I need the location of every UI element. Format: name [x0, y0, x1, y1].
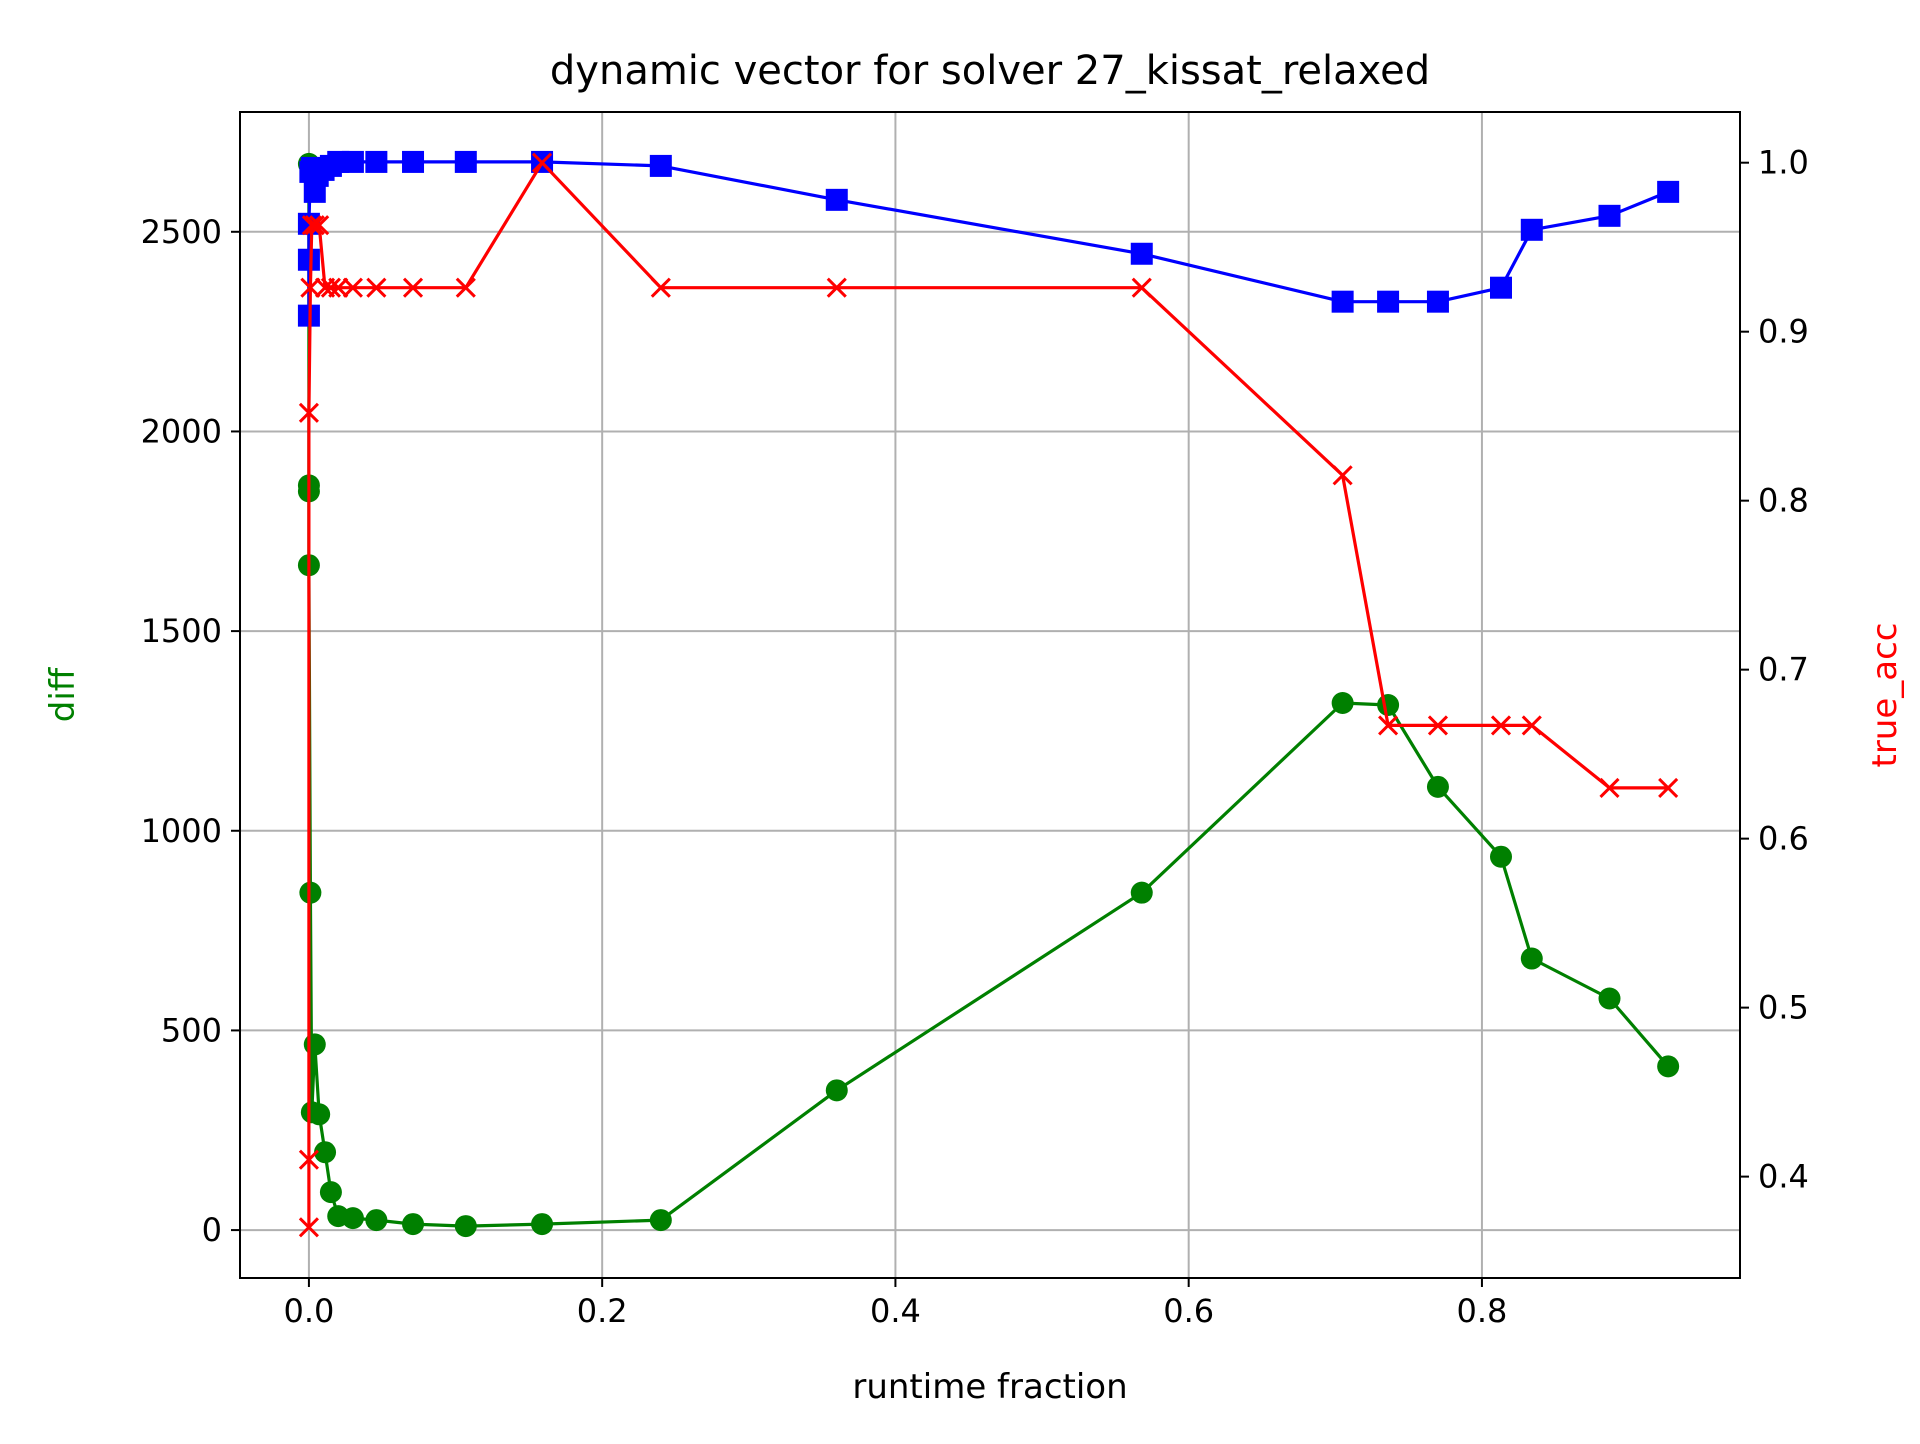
- red-data-point: [650, 277, 671, 298]
- green-data-point: [308, 1103, 331, 1126]
- green-data-point: [365, 1209, 388, 1232]
- green-data-point: [314, 1141, 337, 1164]
- x-tick-label: 0.6: [1163, 1292, 1214, 1330]
- red-data-point: [1131, 277, 1152, 298]
- red-data-point: [531, 152, 553, 173]
- red-data-point: [298, 402, 319, 423]
- blue-data-point: [1489, 276, 1512, 299]
- red-data-point: [402, 277, 424, 298]
- green-data-point: [825, 1079, 848, 1102]
- y-left-tick-label: 500: [161, 1011, 222, 1049]
- green-data-point: [454, 1215, 477, 1238]
- y-left-tick-label: 2000: [141, 412, 222, 450]
- red-data-point: [1521, 715, 1542, 736]
- axes: 0.0 0.2 0.4 0.6 0.8 0 500 1000 1500 2000 2500 0.4 0.…: [141, 144, 1809, 1330]
- y-right-tick-label: 0.6: [1758, 820, 1809, 858]
- red-data-point: [826, 277, 847, 298]
- y-left-tick-label: 2500: [141, 213, 222, 251]
- x-tick-label: 0.2: [577, 1292, 628, 1330]
- green-data-point: [319, 1181, 342, 1204]
- blue-data-point: [1598, 204, 1621, 227]
- blue-data-point: [1130, 242, 1153, 265]
- green-data-point: [303, 1033, 326, 1056]
- red-data-point: [320, 277, 341, 298]
- green-series-line: [307, 163, 1670, 1228]
- y-left-tick-label: 1000: [141, 812, 222, 850]
- blue-data-point: [402, 150, 425, 173]
- red-data-point: [342, 277, 363, 298]
- red-data-point: [304, 215, 325, 236]
- x-axis-label: runtime fraction: [852, 1367, 1127, 1407]
- green-data-point: [1130, 881, 1153, 904]
- blue-data-point: [649, 154, 672, 177]
- green-data-point: [531, 1213, 554, 1236]
- green-data-point: [1520, 947, 1543, 970]
- red-data-point: [366, 277, 387, 298]
- green-data-point: [1657, 1055, 1680, 1078]
- blue-data-point: [365, 150, 388, 173]
- y-right-tick-label: 0.8: [1758, 482, 1809, 520]
- green-data-point: [1598, 987, 1621, 1010]
- blue-data-point: [1657, 180, 1680, 203]
- red-data-point: [1599, 777, 1620, 799]
- red-data-point: [455, 277, 476, 298]
- x-tick-label: 0.8: [1456, 1292, 1507, 1330]
- green-data-point: [1489, 845, 1512, 868]
- green-data-point: [1331, 691, 1354, 714]
- green-data-point: [649, 1209, 672, 1232]
- red-data-point: [300, 277, 321, 298]
- red-series: [298, 152, 1679, 1238]
- red-data-point: [1490, 715, 1512, 736]
- y-right-tick-label: 0.7: [1758, 651, 1809, 689]
- red-data-point: [1332, 465, 1353, 486]
- x-tick-label: 0.0: [283, 1292, 334, 1330]
- blue-data-point: [1331, 290, 1354, 313]
- red-data-point: [298, 1149, 319, 1170]
- red-data-point: [1427, 715, 1449, 736]
- y-right-tick-label: 0.4: [1758, 1158, 1809, 1196]
- y-right-tick-label: 1.0: [1758, 144, 1809, 182]
- blue-data-point: [1426, 290, 1449, 313]
- x-tick-label: 0.4: [870, 1292, 921, 1330]
- blue-data-point: [825, 188, 848, 211]
- y-axis-left-label: diff: [43, 666, 83, 722]
- blue-data-point: [1520, 218, 1543, 241]
- plot-series: [297, 150, 1680, 1238]
- red-data-point: [1658, 777, 1679, 799]
- y-right-tick-label: 0.5: [1758, 989, 1809, 1027]
- y-left-tick-label: 1500: [141, 612, 222, 650]
- grid: [240, 112, 1740, 1278]
- green-data-point: [341, 1207, 364, 1230]
- red-data-point: [328, 277, 349, 298]
- blue-data-point: [297, 248, 320, 271]
- red-data-point: [1378, 715, 1399, 736]
- blue-data-point: [454, 150, 477, 173]
- red-data-point: [309, 215, 330, 236]
- red-data-point: [298, 1217, 319, 1238]
- y-axis-right-label: true_acc: [1865, 623, 1905, 768]
- green-data-point: [402, 1213, 425, 1236]
- y-left-tick-label: 0: [202, 1211, 222, 1249]
- blue-data-point: [341, 150, 364, 173]
- green-data-point: [1426, 775, 1449, 798]
- green-data-point: [1377, 693, 1400, 716]
- y-right-tick-label: 0.9: [1758, 313, 1809, 351]
- blue-data-point: [1377, 290, 1400, 313]
- plot-frame: [239, 111, 1741, 1279]
- chart-title: dynamic vector for solver 27_kissat_rela…: [550, 48, 1430, 94]
- red-data-point: [301, 215, 322, 236]
